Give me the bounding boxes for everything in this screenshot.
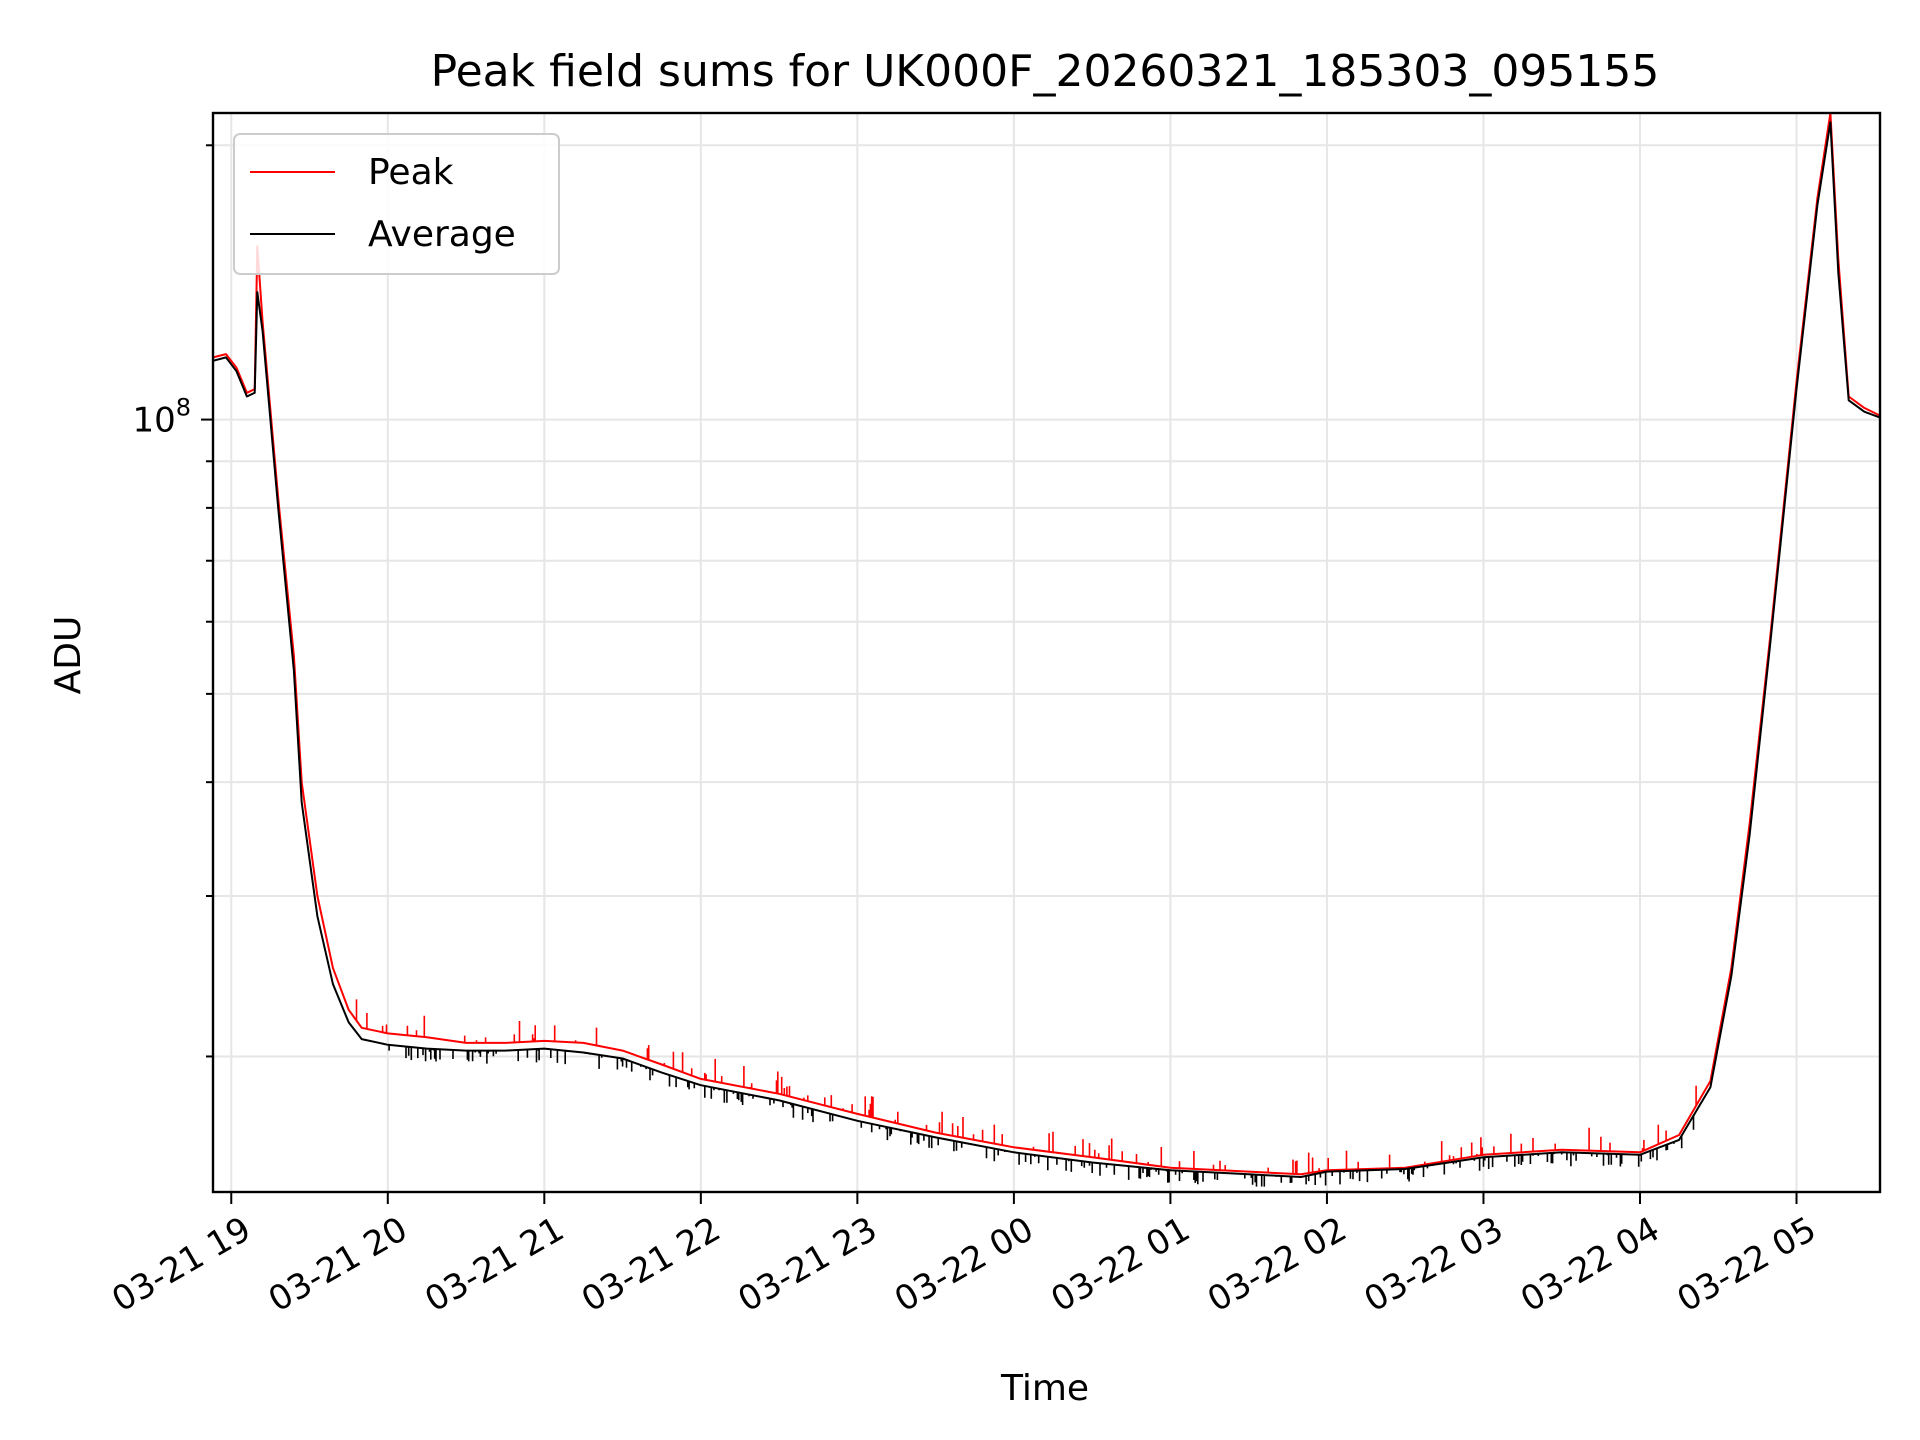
plot-frame (211, 111, 1882, 1194)
legend-label: Peak (368, 152, 454, 193)
legend: Peak Average (233, 133, 560, 275)
legend-box (233, 133, 560, 275)
series-group (212, 112, 1881, 1187)
average-noise-spikes (388, 1044, 1695, 1187)
series-line-peak (212, 112, 1881, 1176)
chart-title: Peak field sums for UK000F_20260321_1853… (431, 46, 1660, 97)
peak-noise-spikes (355, 999, 1697, 1175)
x-axis-label: Time (1000, 1368, 1089, 1409)
grid (213, 113, 1880, 1192)
y-axis-label: ADU (48, 616, 89, 695)
series-line-average (212, 121, 1881, 1178)
legend-label: Average (368, 214, 516, 255)
y-tick-label: 108 (132, 394, 191, 441)
